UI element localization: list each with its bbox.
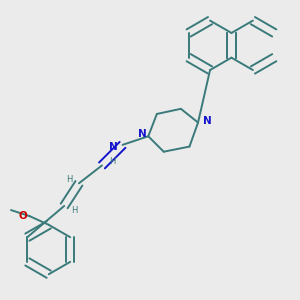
Text: H: H [66,175,73,184]
Text: H: H [109,157,115,166]
Text: O: O [18,211,27,220]
Text: N: N [138,128,146,139]
Text: H: H [71,206,77,214]
Text: N: N [202,116,211,126]
Text: N: N [109,142,117,152]
